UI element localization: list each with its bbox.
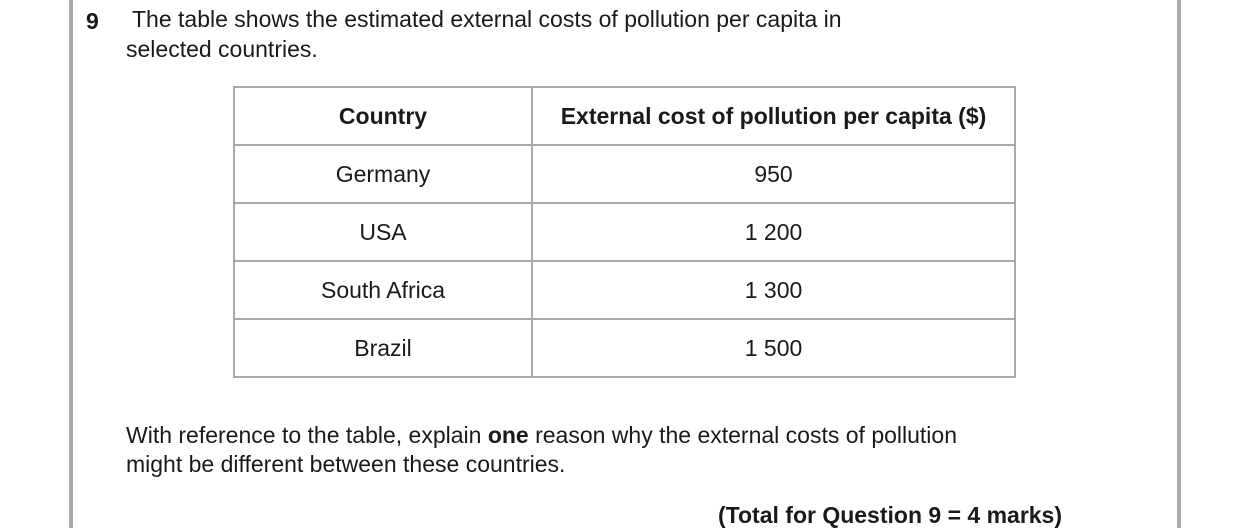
instruction-line2: might be different between these countri…	[126, 451, 566, 477]
column-header-country: Country	[233, 86, 533, 146]
instruction-part1: With reference to the table, explain	[126, 422, 488, 448]
pollution-cost-table: Country External cost of pollution per c…	[233, 86, 1016, 378]
question-text-line1: The table shows the estimated external c…	[132, 6, 842, 32]
table-row: USA 1 200	[233, 202, 1016, 262]
cost-cell: 1 500	[531, 318, 1016, 378]
question-number: 9	[86, 8, 99, 34]
cost-cell: 1 200	[531, 202, 1016, 262]
question-text-line2: selected countries.	[126, 36, 318, 62]
table-row: Brazil 1 500	[233, 318, 1016, 378]
cost-cell: 1 300	[531, 260, 1016, 320]
table-row: South Africa 1 300	[233, 260, 1016, 320]
table-row: Germany 950	[233, 144, 1016, 204]
cost-cell: 950	[531, 144, 1016, 204]
country-cell: Brazil	[233, 318, 533, 378]
instruction-emphasis: one	[487, 422, 529, 448]
country-cell: Germany	[233, 144, 533, 204]
page-frame-left	[69, 0, 73, 528]
country-cell: South Africa	[233, 260, 533, 320]
instruction-part2: reason why the external costs of polluti…	[528, 422, 957, 448]
question-text: The table shows the estimated external c…	[126, 4, 1026, 64]
country-cell: USA	[233, 202, 533, 262]
table-header-row: Country External cost of pollution per c…	[233, 86, 1016, 146]
instruction-text: With reference to the table, explain one…	[126, 421, 1076, 479]
page-frame-right	[1177, 0, 1181, 528]
column-header-cost: External cost of pollution per capita ($…	[531, 86, 1016, 146]
total-marks: (Total for Question 9 = 4 marks)	[718, 502, 1063, 528]
